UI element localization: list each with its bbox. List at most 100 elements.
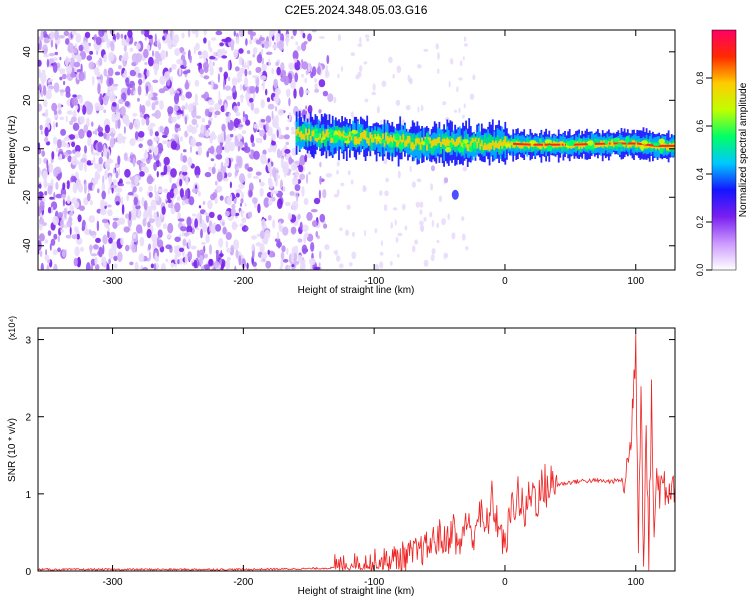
snr-xlabel: Height of straight line (km) — [298, 586, 415, 597]
heatmap-cell — [78, 96, 84, 104]
heatmap-cell — [185, 174, 189, 186]
heatmap-band-segment — [361, 132, 364, 139]
heatmap-cell — [122, 53, 129, 62]
heatmap-cell — [76, 233, 80, 240]
heatmap-peak-segment — [662, 144, 664, 147]
heatmap-cell — [280, 259, 284, 268]
heatmap-peak-segment — [594, 142, 597, 145]
heatmap-cell — [195, 42, 200, 51]
heatmap-cell — [94, 162, 97, 169]
heatmap-cell — [46, 58, 50, 68]
heatmap-cell — [283, 134, 290, 140]
heatmap-cell — [201, 50, 209, 60]
heatmap-cell — [213, 163, 216, 168]
heatmap-cell — [405, 104, 411, 111]
heatmap-cell — [108, 77, 114, 86]
heatmap-cell — [102, 260, 107, 269]
heatmap-cell — [71, 97, 79, 106]
heatmap-cell — [437, 52, 440, 60]
heatmap-cell — [252, 175, 260, 179]
heatmap-cell — [117, 155, 121, 165]
heatmap-cell — [62, 224, 69, 229]
heatmap-cell — [73, 48, 77, 53]
heatmap-cell — [260, 75, 267, 81]
heatmap-band-segment — [353, 136, 356, 145]
heatmap-cell — [187, 251, 193, 261]
heatmap-cell — [189, 55, 192, 61]
heatmap-cell — [142, 210, 149, 220]
heatmap-cell — [461, 233, 466, 241]
heatmap-band-segment — [484, 142, 486, 150]
heatmap-band-segment — [491, 140, 494, 146]
heatmap-cell — [131, 53, 139, 63]
heatmap-cell — [395, 99, 401, 106]
heatmap-cell — [214, 260, 220, 269]
heatmap-band-segment — [455, 139, 458, 147]
heatmap-cell — [216, 145, 223, 155]
heatmap-cell — [63, 136, 70, 141]
heatmap-cell — [135, 204, 141, 210]
heatmap-cell — [243, 76, 249, 88]
heatmap-cell — [338, 263, 344, 269]
heatmap-band-segment — [630, 142, 632, 148]
heatmap-cell — [260, 99, 265, 109]
heatmap-cell — [202, 223, 208, 233]
heatmap-cell — [307, 33, 312, 42]
heatmap-cell — [110, 96, 114, 101]
heatmap-cell — [99, 93, 103, 105]
heatmap-cell — [133, 90, 136, 96]
heatmap-band-segment — [460, 139, 463, 147]
heatmap-cell — [392, 207, 398, 211]
heatmap-cell — [380, 119, 383, 124]
heatmap-cell — [201, 117, 206, 123]
snr-xtick-label: 100 — [627, 577, 644, 588]
snr-ytick-label: 1 — [25, 490, 31, 501]
heatmap-cell — [322, 90, 329, 97]
heatmap-cell — [472, 144, 477, 149]
heatmap-cell — [265, 51, 273, 55]
heatmap-cell — [362, 184, 366, 193]
heatmap-band-segment — [371, 134, 373, 143]
heatmap-cell — [207, 99, 215, 106]
heatmap-cell — [43, 37, 50, 44]
heatmap-cell — [175, 124, 181, 129]
heatmap-cell — [148, 218, 155, 224]
heatmap-cell — [233, 30, 236, 37]
heatmap-cell — [252, 75, 257, 79]
heatmap-cell — [112, 86, 118, 91]
heatmap-cell — [411, 181, 416, 189]
heatmap-cell — [160, 263, 166, 270]
heatmap-cell — [416, 178, 422, 183]
heatmap-cell — [203, 37, 207, 44]
heatmap-band-segment — [325, 129, 328, 137]
heatmap-band-segment — [502, 140, 505, 147]
heatmap-cell — [240, 212, 244, 218]
heatmap-cell — [59, 116, 64, 121]
heatmap-cell — [112, 221, 118, 229]
heatmap-cell — [272, 43, 278, 50]
heatmap-cell — [259, 246, 264, 253]
heatmap-band-segment — [540, 142, 543, 150]
colorbar-tick-label: 0.6 — [695, 120, 705, 133]
heatmap-cell — [421, 141, 426, 145]
heatmap-cell — [247, 59, 250, 70]
spectrogram-xtick-label: 100 — [627, 276, 644, 287]
heatmap-cell — [115, 170, 119, 179]
heatmap-cell — [259, 37, 265, 41]
heatmap-cell — [40, 130, 43, 135]
heatmap-cell — [154, 191, 160, 202]
heatmap-cell — [274, 87, 281, 96]
heatmap-cell — [304, 90, 311, 94]
heatmap-cell — [86, 160, 92, 166]
snr-marks — [38, 333, 675, 571]
heatmap-cell — [124, 34, 127, 40]
heatmap-cell — [383, 204, 388, 212]
heatmap-cell — [316, 66, 321, 75]
heatmap-band-segment — [496, 135, 499, 147]
heatmap-cell — [390, 222, 394, 229]
heatmap-cell — [147, 34, 153, 40]
heatmap-cell — [85, 44, 90, 54]
heatmap-cell — [202, 201, 206, 205]
